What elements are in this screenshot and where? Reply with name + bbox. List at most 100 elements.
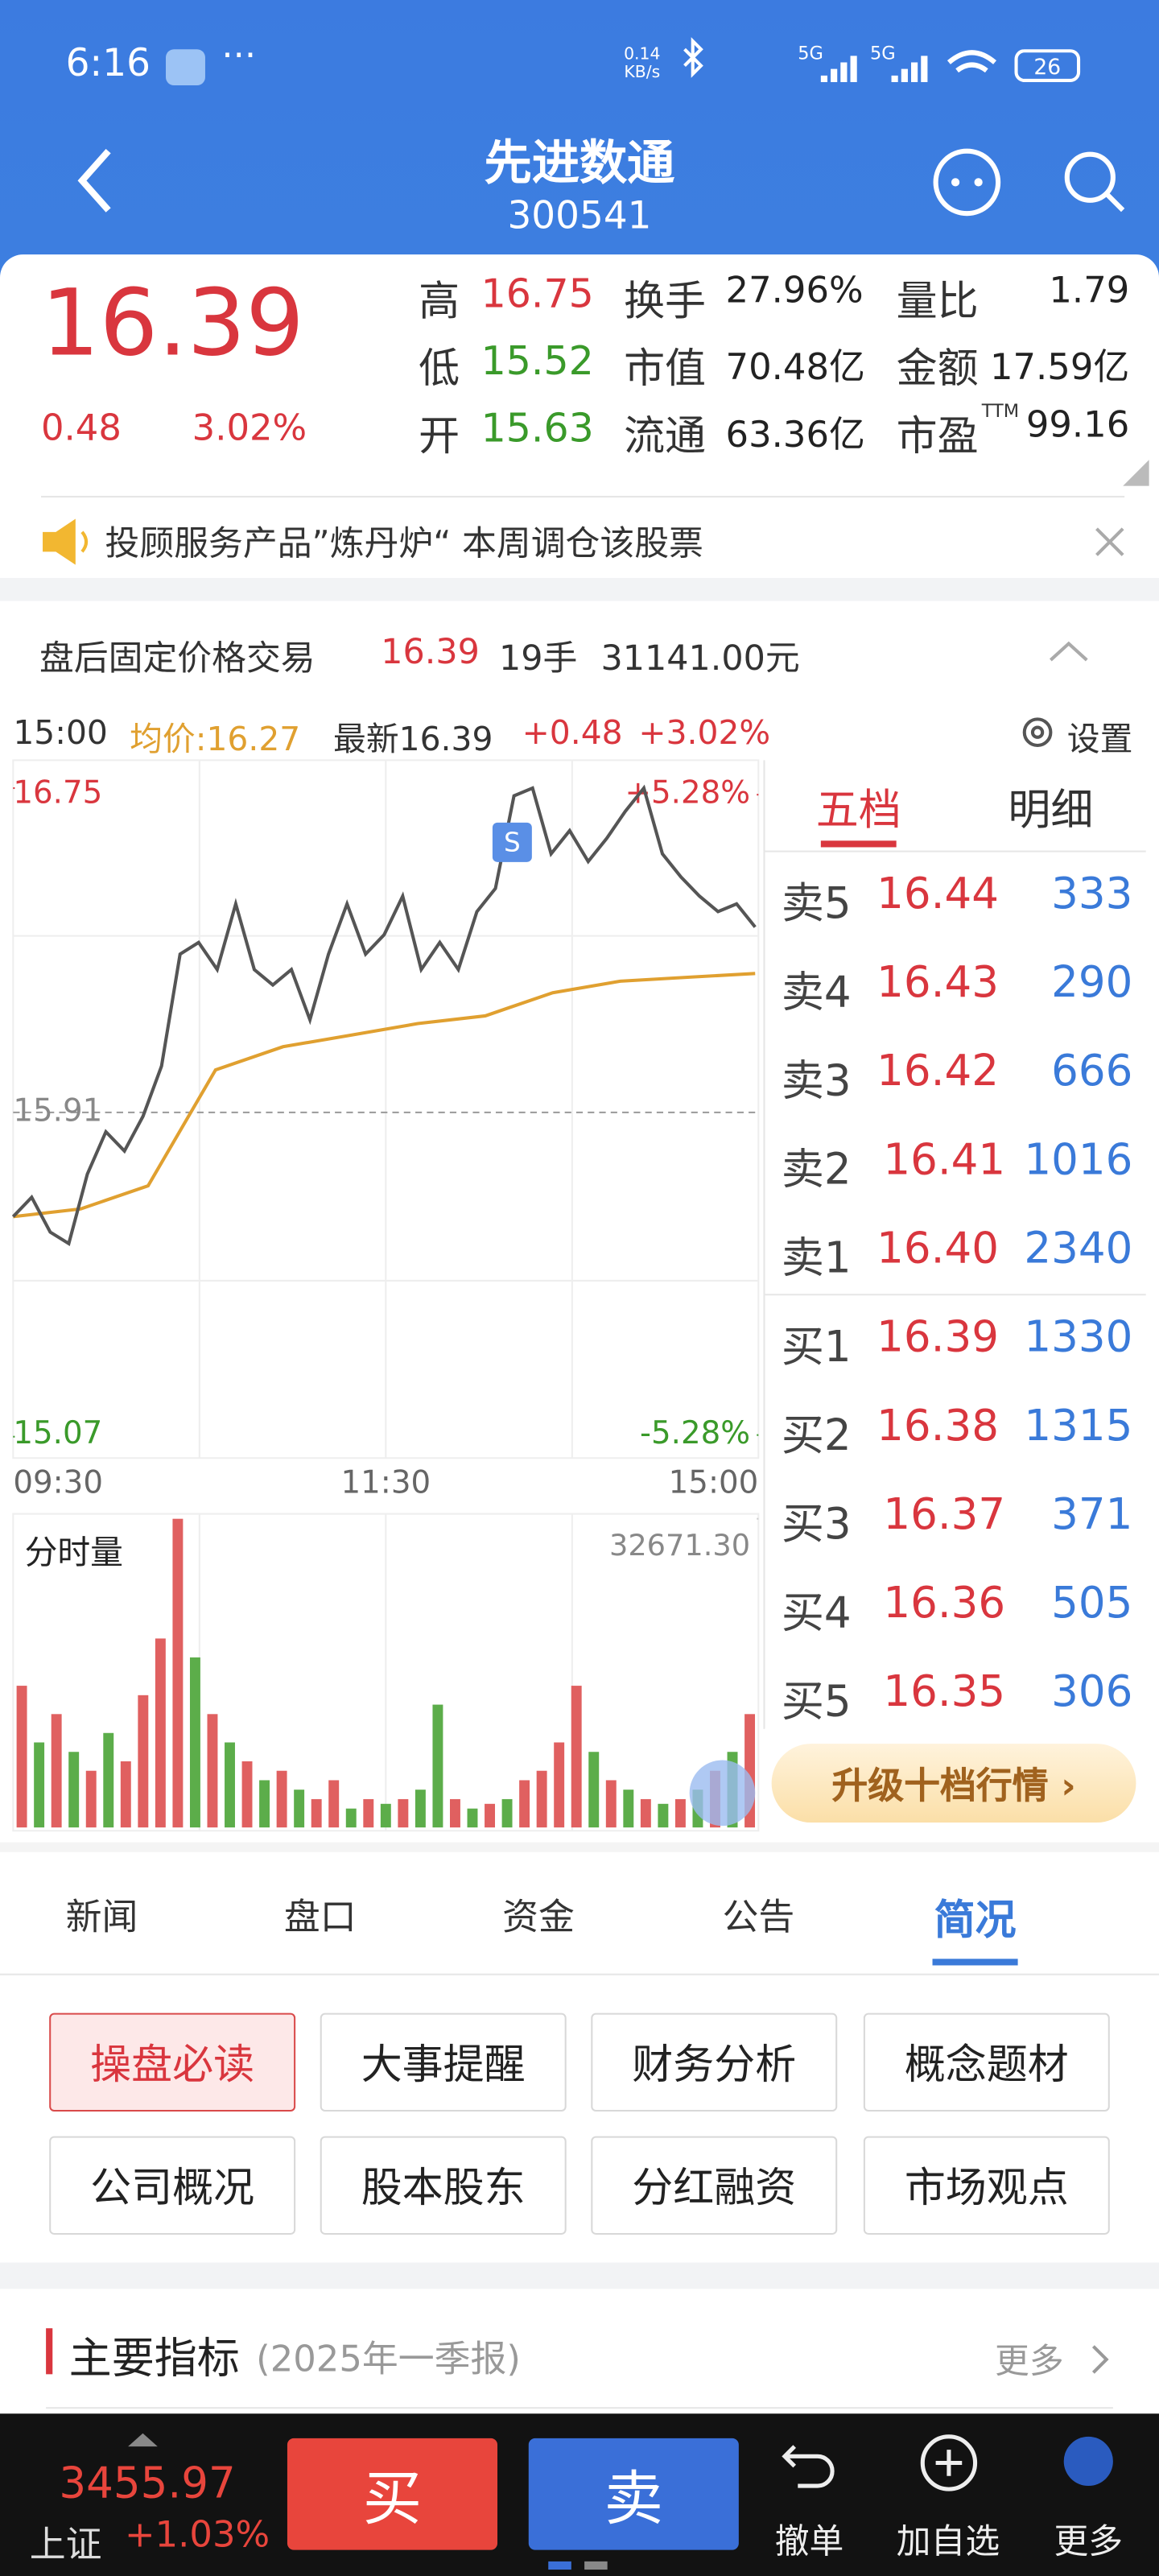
upgrade-button[interactable]: 升级十档行情 › <box>771 1744 1136 1823</box>
add-icon <box>920 2434 978 2491</box>
page-dot <box>548 2561 571 2570</box>
volume-bar <box>16 1686 27 1828</box>
stock-name: 先进数通 <box>484 134 675 191</box>
book-price: 16.38 <box>876 1402 1000 1452</box>
book-label: 卖4 <box>781 968 852 1018</box>
bottom-bar: 3455.97 上证 +1.03% 买 卖 撤单 加自选 更多 <box>0 2413 1159 2576</box>
bluetooth-icon <box>683 37 703 78</box>
volume-bar <box>554 1742 565 1828</box>
book-label: 卖1 <box>781 1234 852 1285</box>
settings[interactable]: 设置 <box>1066 719 1133 759</box>
book-volume: 333 <box>1051 870 1133 920</box>
feature-button[interactable]: 分红融资 <box>591 2136 838 2235</box>
volume-bar <box>380 1803 391 1828</box>
info-tab[interactable]: 盘口 <box>283 1897 357 1939</box>
x-label: 09:30 <box>13 1464 103 1501</box>
book-price: 16.41 <box>883 1136 1006 1186</box>
volume-bar <box>605 1780 617 1828</box>
stat-sup: TTM <box>981 400 1020 423</box>
book-volume: 1016 <box>1024 1136 1133 1186</box>
info-tab[interactable]: 公告 <box>722 1897 795 1939</box>
volume-bar <box>207 1714 218 1828</box>
section-subtitle: (2025年一季报) <box>256 2339 521 2381</box>
divider <box>0 1973 1159 1975</box>
wifi-icon <box>947 50 997 73</box>
volume-bar <box>120 1761 131 1828</box>
volume-bar <box>658 1803 669 1828</box>
change: 0.48 <box>40 408 122 450</box>
expand-icon[interactable] <box>125 2430 161 2450</box>
book-tab[interactable]: 明细 <box>1008 786 1094 836</box>
volume-bar <box>189 1657 200 1828</box>
after-hours-volume: 19手 <box>499 638 578 679</box>
buy-button[interactable]: 买 <box>287 2438 498 2550</box>
collapse-icon[interactable] <box>1047 637 1090 667</box>
avg-line <box>13 972 756 1219</box>
back-icon[interactable] <box>77 148 111 213</box>
action-label[interactable]: 撤单 <box>774 2521 844 2562</box>
info-tab[interactable]: 资金 <box>502 1897 575 1939</box>
volume-bar <box>294 1790 305 1828</box>
action-label[interactable]: 加自选 <box>896 2521 1000 2562</box>
book-label: 卖2 <box>781 1146 852 1195</box>
action-label[interactable]: 更多 <box>1054 2521 1124 2562</box>
book-label: 卖5 <box>781 880 852 930</box>
volume-bar <box>311 1798 322 1828</box>
feature-button[interactable]: 操盘必读 <box>49 2013 296 2112</box>
tab-underline <box>932 1959 1018 1966</box>
book-price: 16.42 <box>876 1047 1000 1097</box>
book-label: 买3 <box>781 1501 852 1550</box>
x-label: 15:00 <box>669 1464 759 1501</box>
separator <box>0 577 1159 601</box>
pct-tick-label: -5.28% <box>640 1415 750 1451</box>
volume-bar <box>536 1770 547 1828</box>
book-volume: 371 <box>1051 1491 1133 1541</box>
feature-button[interactable]: 股本股东 <box>320 2136 567 2235</box>
stat-value: 1.79 <box>1049 270 1130 312</box>
book-price: 16.36 <box>883 1579 1006 1629</box>
book-tab[interactable]: 五档 <box>815 786 901 836</box>
feature-button[interactable]: 大事提醒 <box>320 2013 567 2112</box>
info-tab[interactable]: 新闻 <box>65 1897 138 1939</box>
feature-button[interactable]: 概念题材 <box>863 2013 1110 2112</box>
volume-bar <box>571 1686 582 1828</box>
volume-bar <box>103 1732 114 1828</box>
net-value: 0.14 <box>624 46 661 64</box>
book-border <box>763 760 765 1729</box>
volume-bar <box>398 1798 409 1828</box>
price-line <box>11 784 757 1247</box>
notice[interactable]: 投顾服务产品”炼丹炉“ 本周调仓该股票 <box>105 523 703 564</box>
volume-bar <box>640 1798 651 1828</box>
volume-bar <box>432 1704 443 1828</box>
volume-bar <box>363 1798 374 1828</box>
after-hours-amount: 31141.00元 <box>600 638 800 679</box>
book-volume: 306 <box>1051 1668 1133 1718</box>
section-more[interactable]: 更多 <box>995 2341 1064 2381</box>
more-icon <box>1063 2436 1113 2487</box>
volume-bar <box>345 1808 357 1828</box>
info-tab[interactable]: 简况 <box>934 1896 1017 1944</box>
signal-icon <box>820 56 857 82</box>
divider <box>40 495 1125 498</box>
close-icon[interactable] <box>1090 522 1129 562</box>
feature-button[interactable]: 财务分析 <box>591 2013 838 2112</box>
stat-label: 市盈 <box>896 411 979 460</box>
service-icon[interactable] <box>933 148 1001 217</box>
book-volume: 1330 <box>1024 1313 1133 1363</box>
header-icons <box>77 37 1125 217</box>
index-name: 上证 <box>29 2524 102 2566</box>
settings-icon[interactable] <box>1018 712 1058 752</box>
divider <box>46 2407 1113 2409</box>
signal-badge <box>492 822 532 862</box>
stat-label: 量比 <box>896 277 979 325</box>
stat-value: 15.52 <box>481 338 594 385</box>
page-dot <box>584 2561 608 2570</box>
speaker-icon <box>43 518 89 565</box>
y-tick-label: 15.91 <box>13 1092 102 1129</box>
sell-button[interactable]: 卖 <box>528 2438 739 2550</box>
feature-button[interactable]: 市场观点 <box>863 2136 1110 2235</box>
tab-underline <box>820 840 897 848</box>
change-pct: 3.02% <box>192 408 307 450</box>
feature-button[interactable]: 公司概况 <box>49 2136 296 2235</box>
search-icon[interactable] <box>1064 151 1116 203</box>
